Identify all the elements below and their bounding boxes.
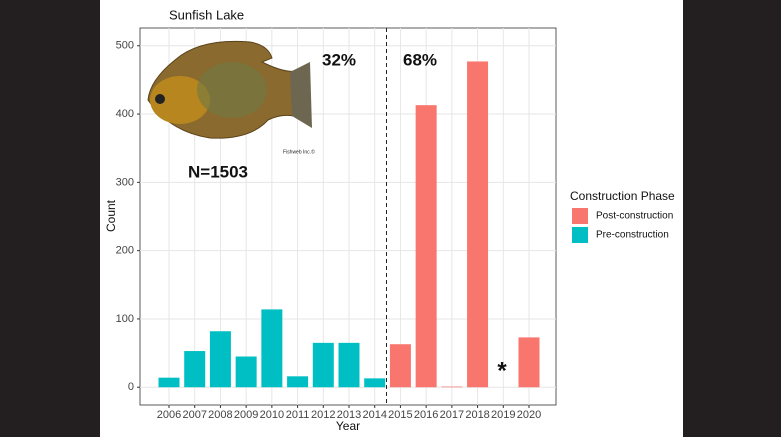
bar: [184, 351, 206, 388]
legend-label: Post-construction: [596, 211, 673, 222]
chart-title: Sunfish Lake: [169, 7, 244, 22]
annotation: 32%: [322, 50, 356, 69]
annotation: 68%: [403, 50, 437, 69]
x-tick-label: 2018: [465, 409, 489, 421]
x-tick-label: 2017: [440, 409, 464, 421]
y-tick-label: 400: [116, 108, 134, 120]
y-tick-label: 500: [116, 40, 134, 52]
x-tick-label: 2016: [414, 409, 438, 421]
bar: [287, 376, 309, 388]
x-tick-label: 2015: [388, 409, 412, 421]
bar: [338, 342, 360, 388]
y-tick-label: 0: [128, 381, 134, 393]
y-tick-label: 200: [116, 245, 134, 257]
side-bar: [0, 0, 100, 437]
bar: [158, 377, 180, 388]
x-tick-label: 2012: [311, 409, 335, 421]
legend: Post-construction Pre-construction: [572, 208, 673, 243]
legend-title: Construction Phase: [570, 189, 675, 203]
x-tick-label: 2019: [491, 409, 515, 421]
x-tick-label: 2011: [286, 409, 310, 421]
bar: [441, 386, 463, 388]
image-credit: Fishweb Inc.©: [283, 148, 315, 155]
x-tick-label: 2010: [260, 409, 284, 421]
x-axis-label: Year: [336, 419, 360, 433]
bar: [467, 61, 489, 388]
x-tick-label: 2009: [234, 409, 258, 421]
bar: [415, 105, 437, 388]
annotation: *: [497, 357, 507, 384]
y-tick-label: 300: [116, 176, 134, 188]
annotation: N=1503: [188, 162, 248, 181]
bar: [312, 342, 334, 388]
legend-swatch: [572, 227, 588, 243]
fish-image: [147, 40, 312, 139]
bar: [235, 356, 257, 388]
y-axis-label: Count: [104, 199, 118, 232]
bar: [261, 309, 283, 388]
x-tick-label: 2013: [337, 409, 361, 421]
x-tick-label: 2014: [362, 409, 386, 421]
x-tick-label: 2007: [182, 409, 206, 421]
bar: [209, 331, 231, 388]
side-bar: [683, 0, 781, 437]
legend-label: Pre-construction: [596, 230, 669, 241]
bar: [364, 378, 386, 388]
legend-swatch: [572, 208, 588, 224]
x-tick-label: 2020: [517, 409, 541, 421]
bar: [389, 344, 411, 388]
bar: [518, 337, 540, 388]
x-tick-label: 2008: [208, 409, 232, 421]
x-tick-label: 2006: [157, 409, 181, 421]
y-tick-label: 100: [116, 313, 134, 325]
bars: [158, 61, 540, 388]
